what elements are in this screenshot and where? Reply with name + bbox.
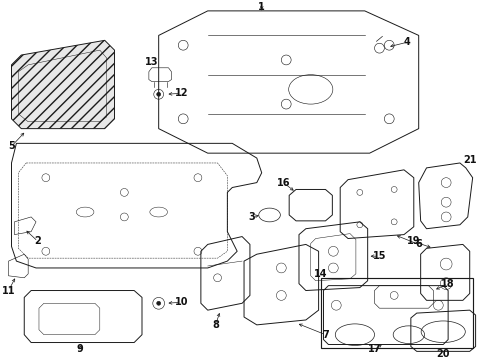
Polygon shape [12, 40, 114, 129]
Text: 14: 14 [313, 269, 326, 279]
Circle shape [156, 301, 161, 305]
Text: 13: 13 [145, 57, 158, 67]
Bar [320, 278, 472, 348]
Circle shape [156, 92, 161, 96]
Text: 5: 5 [8, 141, 15, 151]
Text: 4: 4 [403, 37, 409, 47]
Text: 9: 9 [77, 345, 83, 354]
Text: 16: 16 [276, 177, 289, 188]
Text: 21: 21 [462, 155, 475, 165]
Text: 10: 10 [174, 297, 187, 307]
Text: 15: 15 [372, 251, 386, 261]
Text: 19: 19 [406, 237, 420, 247]
Text: 2: 2 [35, 237, 41, 247]
Text: 12: 12 [174, 88, 187, 98]
Text: 18: 18 [440, 279, 454, 289]
Text: 11: 11 [2, 285, 15, 296]
Text: 20: 20 [436, 349, 449, 359]
Text: 6: 6 [414, 239, 421, 249]
Text: 8: 8 [212, 320, 219, 330]
Text: 17: 17 [367, 345, 381, 354]
Text: 7: 7 [322, 330, 328, 340]
Text: 3: 3 [248, 212, 255, 222]
Text: 1: 1 [258, 2, 264, 12]
